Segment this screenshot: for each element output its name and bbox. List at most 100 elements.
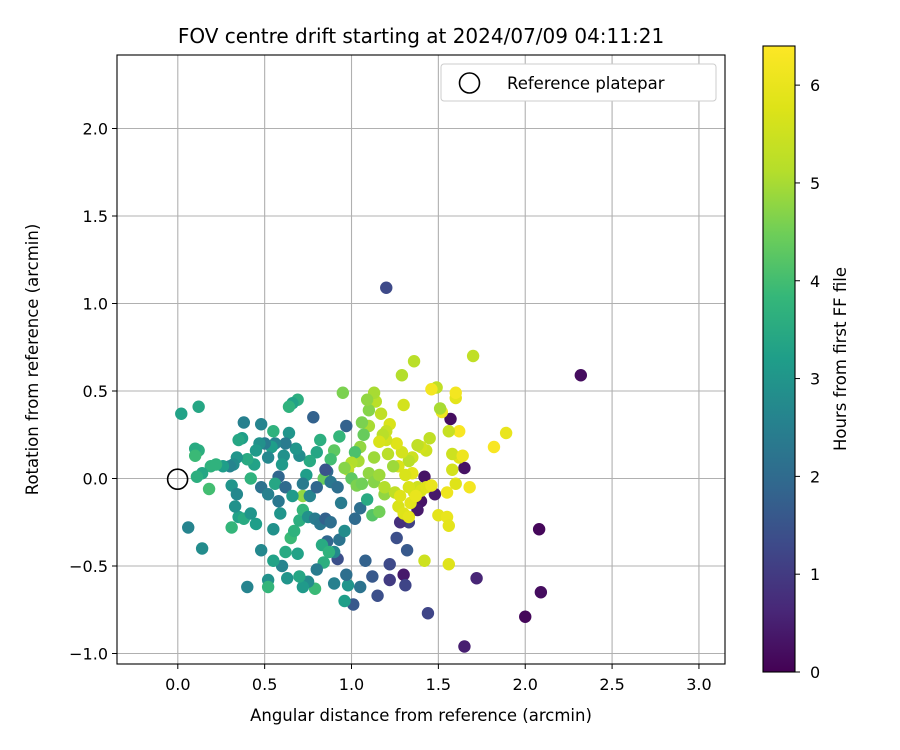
scatter-point xyxy=(286,489,299,503)
scatter-point xyxy=(279,481,292,494)
scatter-point xyxy=(466,349,480,363)
scatter-point xyxy=(249,517,263,531)
scatter-point xyxy=(421,607,435,620)
scatter-point xyxy=(359,554,372,567)
scatter-point xyxy=(268,477,282,490)
scatter-point xyxy=(442,425,455,438)
scatter-point xyxy=(371,589,384,602)
scatter-point xyxy=(307,411,320,424)
scatter-point xyxy=(275,458,289,471)
x-tick-label: 0.0 xyxy=(165,675,190,694)
scatter-point xyxy=(407,355,421,368)
scatter-point xyxy=(324,516,337,529)
scatter-point xyxy=(296,477,310,490)
x-tick-label: 0.5 xyxy=(252,675,277,694)
scatter-point xyxy=(310,481,323,494)
colorbar-tick-label: 0 xyxy=(810,663,820,682)
scatter-point xyxy=(360,393,374,406)
scatter-point xyxy=(303,489,317,503)
scatter-point xyxy=(393,489,407,503)
scatter-point xyxy=(202,482,216,496)
scatter-point xyxy=(241,580,254,594)
scatter-point xyxy=(338,461,351,475)
legend: Reference platepar xyxy=(440,63,717,102)
scatter-point xyxy=(296,580,310,594)
scatter-point xyxy=(261,580,275,594)
scatter-point xyxy=(225,521,238,534)
scatter-point xyxy=(232,433,245,447)
scatter-point xyxy=(366,570,379,583)
scatter-point xyxy=(279,545,292,559)
scatter-point xyxy=(333,430,346,443)
colorbar-tick-label: 4 xyxy=(810,272,820,291)
scatter-point xyxy=(470,572,483,585)
scatter-point xyxy=(373,468,386,482)
scatter-point xyxy=(254,544,268,557)
scatter-point xyxy=(456,449,469,462)
colorbar-tick-label: 5 xyxy=(810,174,820,193)
scatter-point xyxy=(381,447,395,461)
scatter-point xyxy=(355,477,369,490)
scatter-point xyxy=(261,451,275,464)
chart-title: FOV centre drift starting at 2024/07/09 … xyxy=(178,24,664,48)
scatter-point xyxy=(244,507,257,520)
scatter-point xyxy=(399,579,412,592)
scatter-point xyxy=(395,369,409,382)
legend-label: Reference platepar xyxy=(507,74,665,93)
scatter-point xyxy=(367,451,381,464)
scatter-point xyxy=(402,510,416,524)
scatter-point xyxy=(289,442,303,455)
scatter-point xyxy=(348,446,362,459)
scatter-point xyxy=(287,524,301,538)
scatter-point xyxy=(390,437,403,450)
scatter-points xyxy=(175,281,588,653)
x-tick-label: 1.5 xyxy=(426,675,451,694)
colorbar xyxy=(762,45,796,673)
scatter-point xyxy=(397,568,410,581)
scatter-point xyxy=(195,542,209,555)
scatter-point xyxy=(409,489,422,503)
y-tick-label: −1.0 xyxy=(69,645,108,664)
y-tick-label: −0.5 xyxy=(69,557,108,576)
scatter-point xyxy=(418,554,431,567)
plot-frame xyxy=(116,54,726,665)
legend-marker-icon xyxy=(458,72,481,94)
scatter-point xyxy=(423,432,436,445)
reference-marker xyxy=(166,468,189,491)
scatter-point xyxy=(310,563,323,576)
scatter-point xyxy=(293,570,306,583)
scatter-point xyxy=(261,488,275,501)
scatter-point xyxy=(254,418,268,431)
scatter-point xyxy=(411,439,424,452)
scatter-point xyxy=(402,481,416,494)
scatter-point xyxy=(303,454,317,468)
scatter-point xyxy=(241,453,254,466)
scatter-point xyxy=(291,547,304,560)
scatter-point xyxy=(425,479,438,492)
scatter-point xyxy=(355,416,369,429)
scatter-point xyxy=(397,398,410,412)
scatter-point xyxy=(390,531,403,545)
x-tick-label: 1.0 xyxy=(339,675,364,694)
scatter-point xyxy=(209,458,223,471)
scatter-point xyxy=(442,519,455,532)
scatter-point xyxy=(499,426,513,440)
scatter-point xyxy=(340,568,353,581)
scatter-point xyxy=(402,454,416,468)
scatter-point xyxy=(244,472,257,485)
scatter-point xyxy=(192,400,205,413)
colorbar-tick-label: 1 xyxy=(810,565,820,584)
y-tick-label: 0.5 xyxy=(83,382,108,401)
scatter-point xyxy=(360,493,374,506)
scatter-point xyxy=(446,463,459,476)
scatter-point xyxy=(354,580,367,594)
scatter-point xyxy=(399,468,412,482)
scatter-point xyxy=(279,437,292,450)
scatter-point xyxy=(310,446,323,459)
scatter-point xyxy=(282,426,296,440)
scatter-point xyxy=(433,402,447,415)
scatter-point xyxy=(314,433,327,447)
scatter-point xyxy=(532,523,546,536)
scatter-point xyxy=(534,586,548,599)
y-tick-label: 1.5 xyxy=(83,207,108,226)
